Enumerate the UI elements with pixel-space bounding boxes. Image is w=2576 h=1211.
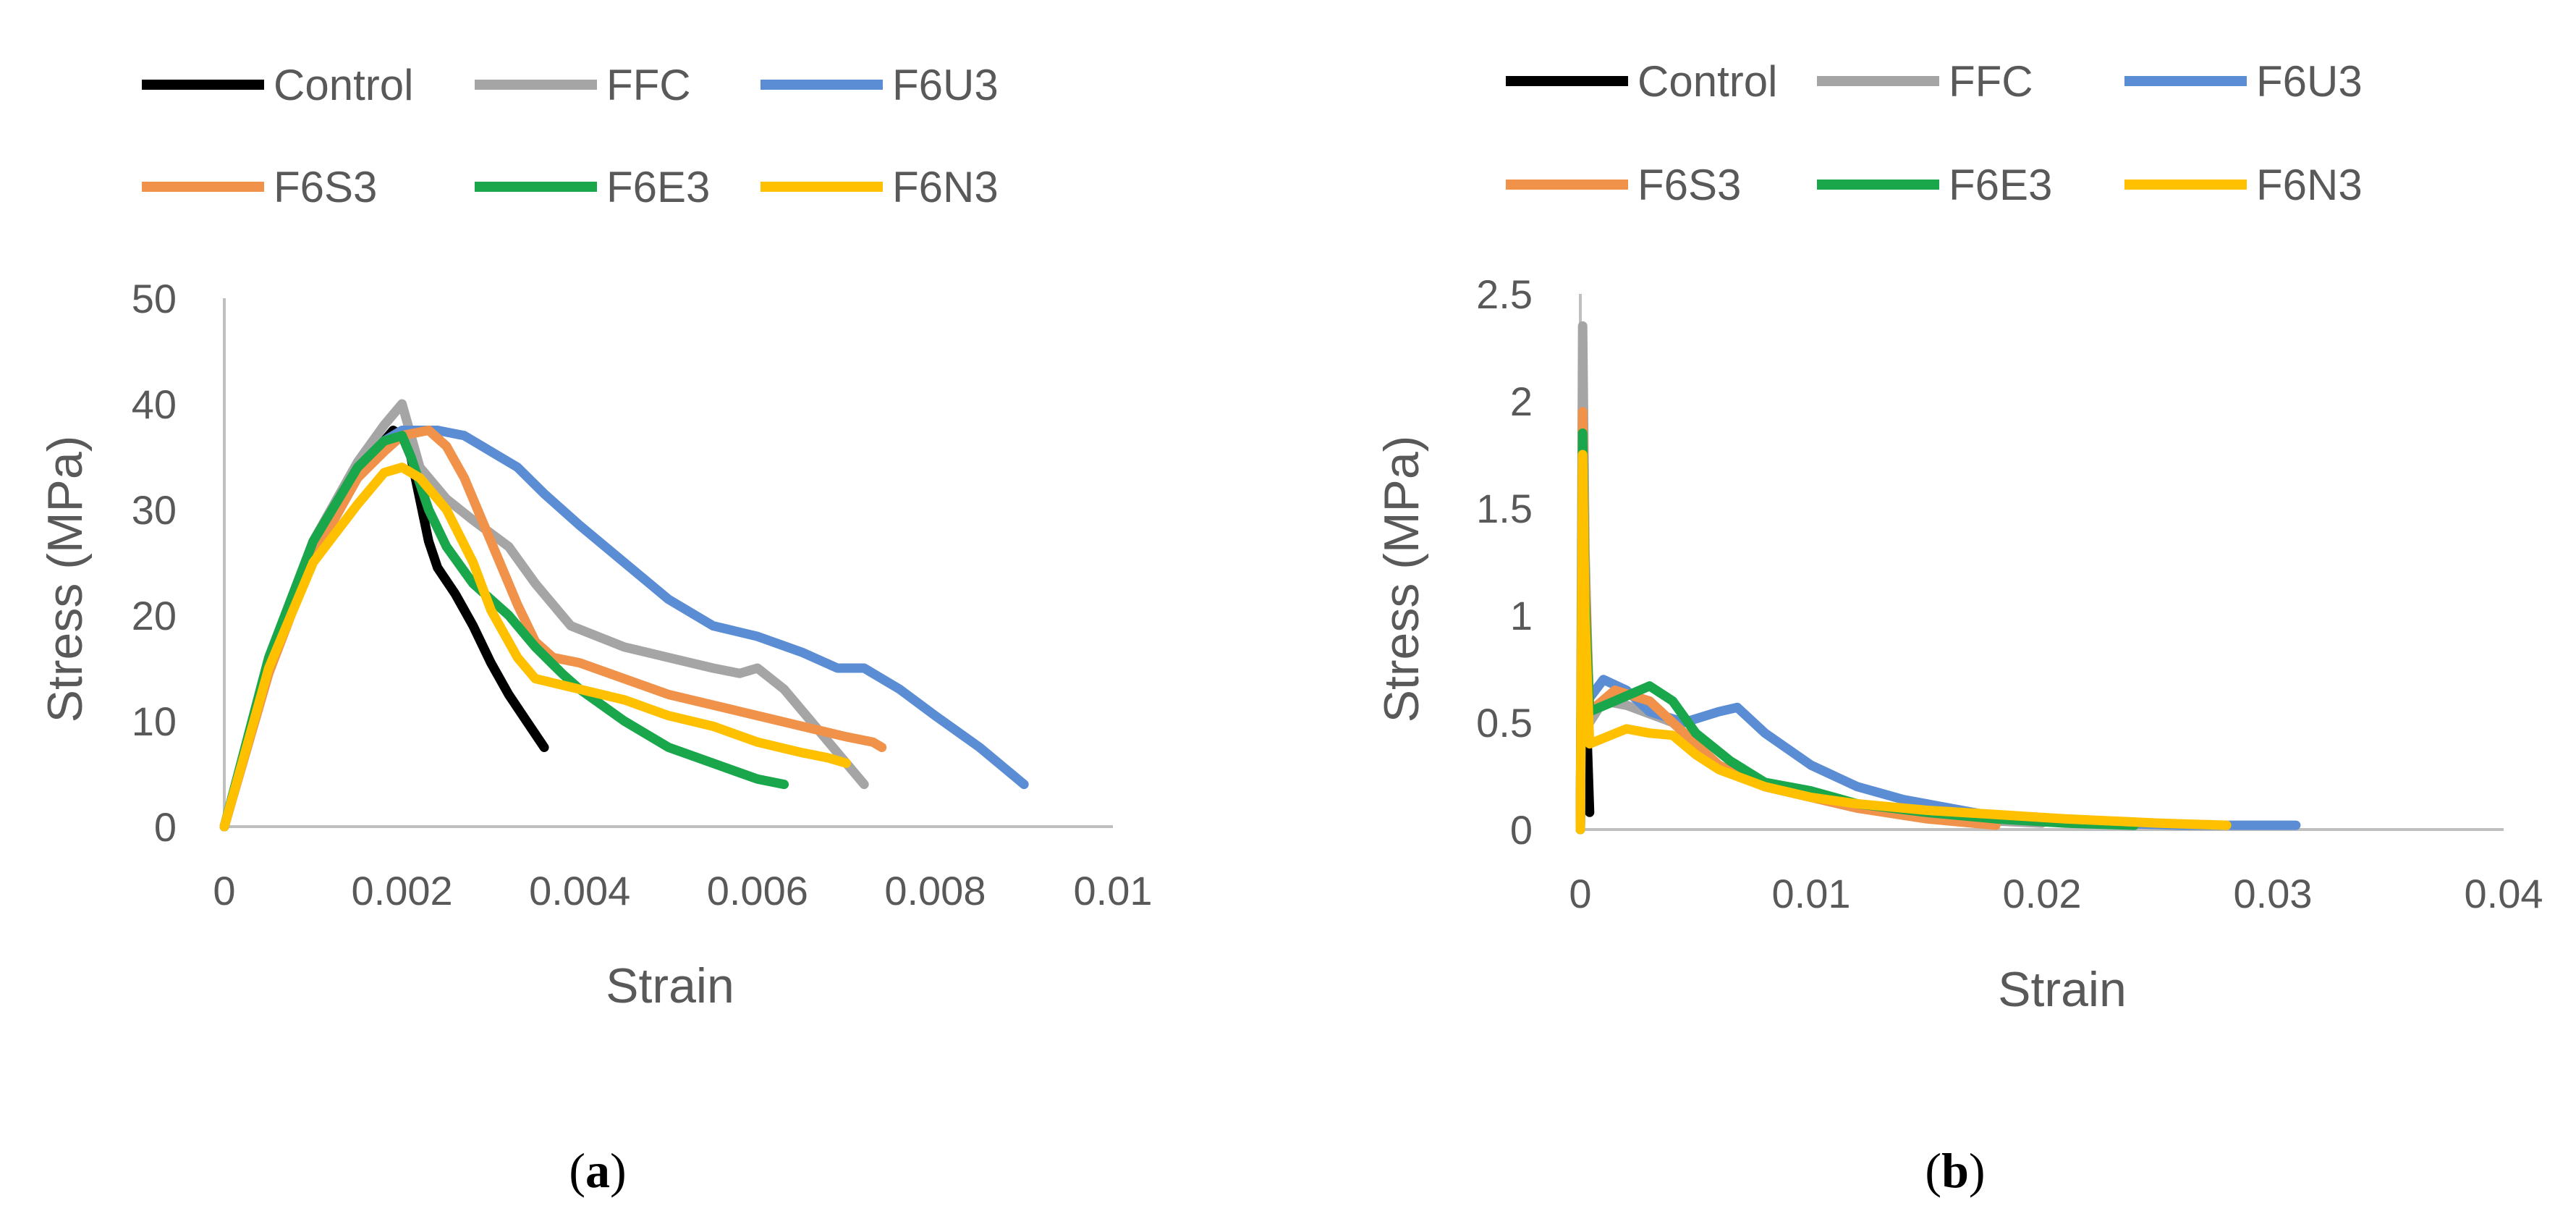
legend-label: Control [1637, 57, 1777, 106]
y-tick-label: 2.5 [1476, 271, 1533, 317]
y-axis-title-b: Stress (MPa) [1374, 436, 1429, 723]
legend-label: F6S3 [274, 163, 377, 211]
x-tick-label: 0.02 [2003, 871, 2082, 916]
y-tick-label: 2 [1510, 379, 1533, 424]
legend-item: F6S3 [142, 163, 377, 211]
series-line-f6e3 [219, 431, 789, 832]
x-tick-label: 0.008 [884, 868, 986, 913]
series-line-f6e3 [1575, 428, 2140, 835]
series-group-a [219, 399, 1029, 832]
legend-label: F6U3 [892, 61, 999, 109]
legend-label: FFC [606, 61, 691, 109]
y-axis-title-a: Stress (MPa) [38, 436, 93, 723]
y-tick-label: 20 [132, 593, 177, 638]
series-line-ffc [1575, 321, 2047, 835]
legend-label: Control [274, 61, 413, 109]
series-line-f6s3 [219, 426, 887, 832]
legend-label: F6N3 [2256, 161, 2363, 209]
legend-item: Control [1506, 57, 1777, 106]
legend-item: F6U3 [760, 61, 999, 109]
legend-item: FFC [475, 61, 691, 109]
legend-a: Control FFC F6U3 F6S3 F6E3 F6N3 [142, 61, 999, 211]
panel-caption-a: (a) [569, 1143, 626, 1198]
legend-item: Control [142, 61, 413, 109]
series-line-f6n3 [1575, 450, 2232, 835]
legend-label: F6S3 [1637, 161, 1741, 209]
x-axis-title-a: Strain [606, 958, 734, 1013]
legend-item: FFC [1817, 57, 2033, 106]
legend-item: F6E3 [1817, 161, 2052, 209]
series-line-f6u3 [1575, 525, 2301, 835]
axes-a: 0 10 20 30 40 50 0 0.002 0.004 0.006 0.008 0.01 [132, 276, 1153, 913]
series-line-f6n3 [219, 463, 852, 832]
series-line-f6s3 [1575, 407, 2001, 835]
legend-item: F6S3 [1506, 161, 1741, 209]
y-tick-label: 30 [132, 487, 177, 533]
y-tick-label: 10 [132, 699, 177, 744]
legend-item: F6E3 [475, 163, 710, 211]
series-line-ffc [219, 399, 869, 832]
legend-item: F6N3 [2124, 161, 2363, 209]
x-tick-label: 0 [1569, 871, 1591, 916]
x-tick-label: 0.006 [707, 868, 808, 913]
panel-caption-b: (b) [1925, 1143, 1985, 1198]
x-tick-label: 0.01 [1074, 868, 1153, 913]
y-tick-label: 40 [132, 381, 177, 427]
y-tick-label: 1.5 [1476, 486, 1533, 531]
legend-label: F6N3 [892, 163, 999, 211]
legend-label: F6E3 [1949, 161, 2052, 209]
x-tick-label: 0.002 [352, 868, 453, 913]
x-tick-label: 0.004 [529, 868, 630, 913]
panel-caption-a-letter: a [585, 1143, 610, 1198]
axes-b: 0 0.5 1 1.5 2 2.5 0 0.01 0.02 0.03 0.04 [1476, 271, 2543, 916]
legend-item: F6U3 [2124, 57, 2363, 106]
legend-item: F6N3 [760, 163, 999, 211]
x-tick-label: 0.04 [2465, 871, 2543, 916]
x-axis-title-b: Strain [1998, 962, 2127, 1017]
panel-caption-b-letter: b [1941, 1143, 1969, 1198]
x-tick-label: 0.03 [2234, 871, 2313, 916]
y-tick-label: 0 [1510, 807, 1533, 853]
x-tick-label: 0.01 [1772, 871, 1851, 916]
legend-b: Control FFC F6U3 F6S3 F6E3 F6N3 [1506, 57, 2363, 209]
legend-label: F6E3 [606, 163, 710, 211]
x-tick-label: 0 [213, 868, 235, 913]
series-group-b [1575, 321, 2301, 835]
legend-label: FFC [1949, 57, 2033, 106]
y-tick-label: 1 [1510, 593, 1533, 638]
legend-label: F6U3 [2256, 57, 2363, 106]
y-tick-label: 50 [132, 276, 177, 321]
y-tick-label: 0.5 [1476, 700, 1533, 746]
y-tick-label: 0 [154, 804, 177, 850]
